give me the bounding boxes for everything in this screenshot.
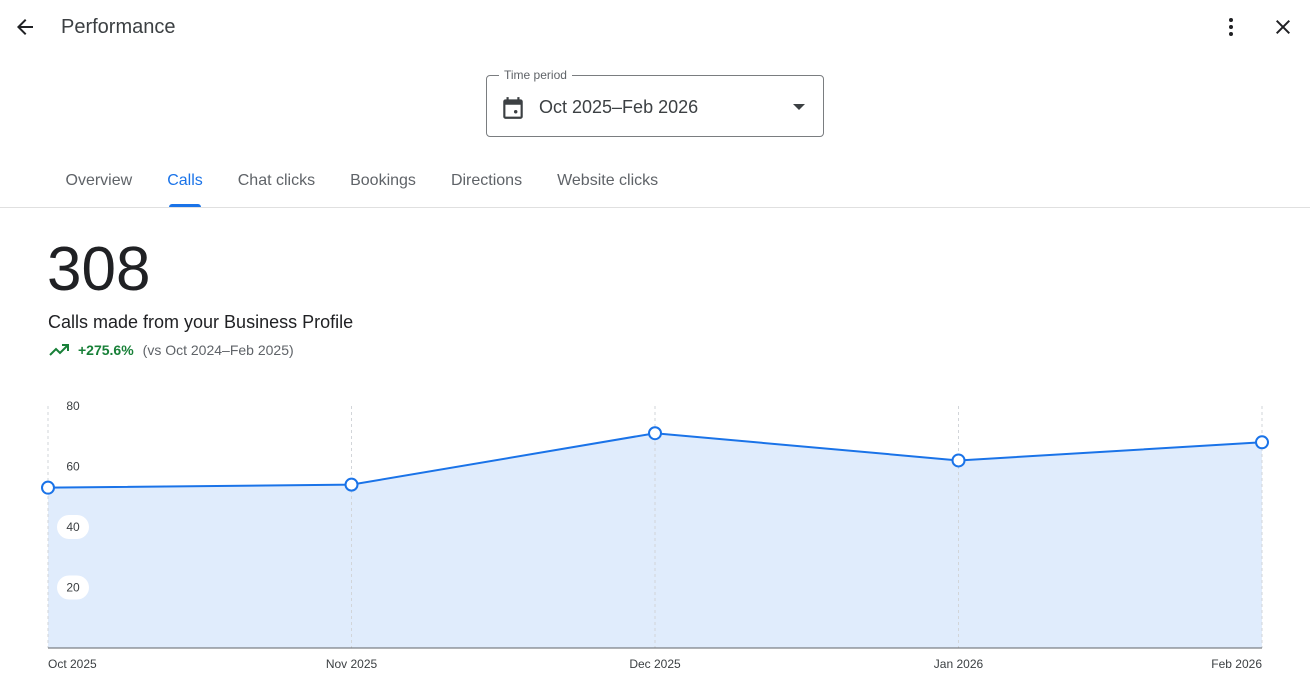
chart-data-point — [648, 426, 662, 441]
trend-summary: +275.6% (vs Oct 2024–Feb 2025) — [48, 340, 294, 360]
y-tick-label: 20 — [66, 581, 80, 595]
time-period-label: Time period — [499, 67, 572, 83]
y-tick-bg — [57, 575, 89, 600]
metric-description: Calls made from your Business Profile — [48, 312, 354, 332]
trend-percentage: +275.6% — [78, 342, 134, 358]
close-icon — [1276, 20, 1290, 34]
chart-data-point — [951, 453, 966, 468]
page-title: Performance — [61, 16, 176, 38]
back-button[interactable] — [6, 8, 44, 46]
tabs-divider — [0, 207, 1310, 208]
time-period-value: Oct 2025–Feb 2026 — [539, 97, 699, 117]
time-period-select[interactable]: Time period Oct 2025–Feb 2026 — [486, 67, 824, 137]
dropdown-arrow-icon — [793, 104, 805, 110]
x-tick-label: Jan 2026 — [934, 657, 984, 671]
tab-bookings[interactable]: Bookings — [350, 172, 416, 189]
x-tick-label: Dec 2025 — [629, 657, 681, 671]
chart-data-point — [41, 480, 55, 495]
arrow-back-icon — [17, 19, 33, 35]
tab-website-clicks[interactable]: Website clicks — [557, 172, 659, 189]
y-tick-label: 80 — [66, 399, 80, 413]
calls-chart: 20 40 60 80 Oct 2025 Nov 2025 Dec 2025 Jan 2026… — [41, 399, 1269, 671]
more-options-button[interactable] — [1212, 8, 1250, 46]
close-button[interactable] — [1264, 8, 1302, 46]
metric-tabs: Overview Calls Chat clicks Bookings Dire… — [48, 156, 676, 207]
more-vert-icon — [1229, 18, 1233, 36]
calendar-icon — [503, 97, 523, 119]
x-tick-label: Oct 2025 — [48, 657, 97, 671]
y-tick-label: 60 — [66, 460, 80, 474]
tab-calls[interactable]: Calls — [150, 156, 221, 207]
trend-comparison: (vs Oct 2024–Feb 2025) — [142, 342, 294, 358]
y-tick-label: 40 — [66, 520, 80, 534]
tab-chat-clicks[interactable]: Chat clicks — [237, 172, 316, 189]
total-calls-value: 308 — [47, 235, 151, 304]
tab-overview[interactable]: Overview — [65, 172, 133, 189]
x-tick-label: Feb 2026 — [1211, 657, 1262, 671]
chart-data-point — [344, 477, 359, 492]
chart-data-point — [1255, 435, 1269, 450]
tab-directions[interactable]: Directions — [450, 172, 523, 189]
x-tick-label: Nov 2025 — [326, 657, 378, 671]
y-tick-bg — [57, 515, 89, 539]
trending-up-icon — [49, 344, 69, 356]
